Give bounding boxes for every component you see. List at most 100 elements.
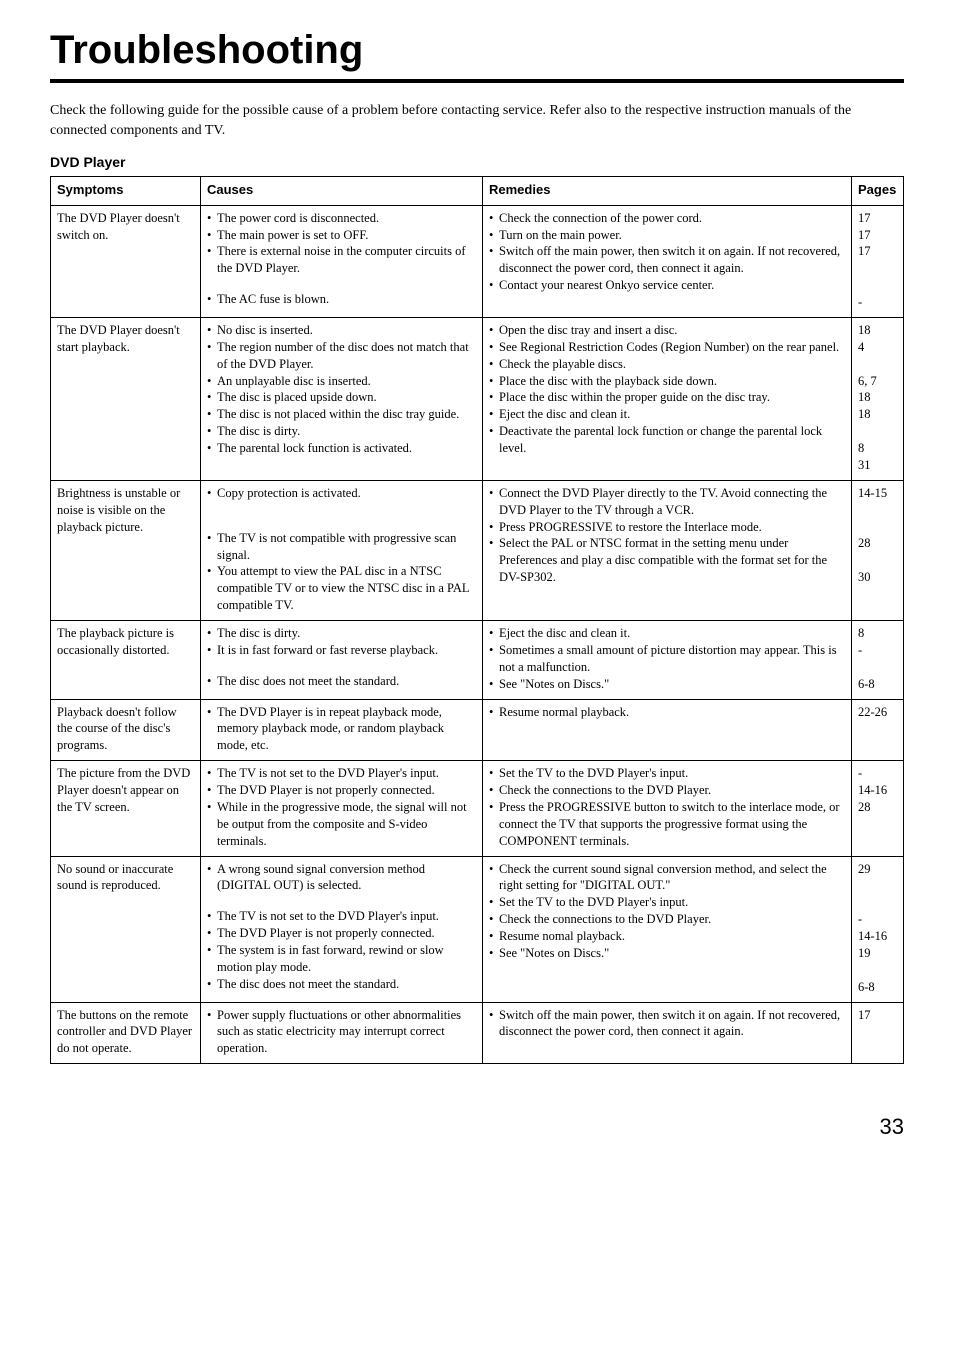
causes-cell: The power cord is disconnected.The main …	[201, 205, 483, 317]
page-ref: 30	[858, 569, 897, 586]
cause-item: The disc is dirty.	[207, 625, 476, 642]
page-ref: 14-16	[858, 782, 897, 799]
intro-text: Check the following guide for the possib…	[50, 101, 904, 140]
page-ref: 17	[858, 243, 897, 260]
page-ref: 8	[858, 625, 897, 642]
symptom-cell: The buttons on the remote controller and…	[51, 1002, 201, 1064]
cause-item: The AC fuse is blown.	[207, 291, 476, 308]
remedy-item: Switch off the main power, then switch i…	[489, 243, 845, 277]
page-ref: 17	[858, 210, 897, 227]
col-causes: Causes	[201, 177, 483, 206]
cause-item: The DVD Player is not properly connected…	[207, 925, 476, 942]
remedy-item: See Regional Restriction Codes (Region N…	[489, 339, 845, 356]
page-ref	[858, 519, 897, 536]
col-remedies: Remedies	[483, 177, 852, 206]
remedy-item: Switch off the main power, then switch i…	[489, 1007, 845, 1041]
remedies-cell: Eject the disc and clean it.Sometimes a …	[483, 621, 852, 700]
cause-item: The power cord is disconnected.	[207, 210, 476, 227]
cause-item: The parental lock function is activated.	[207, 440, 476, 457]
remedy-item: Resume nomal playback.	[489, 928, 845, 945]
page-title: Troubleshooting	[50, 28, 904, 73]
page-ref: -	[858, 765, 897, 782]
table-row: The DVD Player doesn't switch on.The pow…	[51, 205, 904, 317]
remedies-cell: Check the connection of the power cord.T…	[483, 205, 852, 317]
page-ref: 31	[858, 457, 897, 474]
causes-cell: Power supply fluctuations or other abnor…	[201, 1002, 483, 1064]
cause-item: The DVD Player is in repeat playback mod…	[207, 704, 476, 755]
cause-item: There is external noise in the computer …	[207, 243, 476, 277]
cause-item: While in the progressive mode, the signa…	[207, 799, 476, 850]
remedy-item: Check the connections to the DVD Player.	[489, 782, 845, 799]
pages-cell: 14-15 28 30	[852, 480, 904, 620]
page-ref: 18	[858, 406, 897, 423]
causes-cell: A wrong sound signal conversion method (…	[201, 856, 483, 1002]
pages-cell: 171717 -	[852, 205, 904, 317]
symptom-cell: The playback picture is occasionally dis…	[51, 621, 201, 700]
remedy-item: Press PROGRESSIVE to restore the Interla…	[489, 519, 845, 536]
title-rule	[50, 79, 904, 83]
cause-item: The TV is not compatible with progressiv…	[207, 530, 476, 564]
page-ref: 29	[858, 861, 897, 878]
symptom-cell: The DVD Player doesn't start playback.	[51, 317, 201, 480]
remedy-item: Place the disc with the playback side do…	[489, 373, 845, 390]
page-ref: 18	[858, 389, 897, 406]
page-ref	[858, 894, 897, 911]
remedy-item: Open the disc tray and insert a disc.	[489, 322, 845, 339]
symptom-cell: No sound or inaccurate sound is reproduc…	[51, 856, 201, 1002]
remedy-item: Press the PROGRESSIVE button to switch t…	[489, 799, 845, 850]
cause-item: The system is in fast forward, rewind or…	[207, 942, 476, 976]
remedies-cell: Switch off the main power, then switch i…	[483, 1002, 852, 1064]
cause-item: The TV is not set to the DVD Player's in…	[207, 908, 476, 925]
table-row: The buttons on the remote controller and…	[51, 1002, 904, 1064]
remedy-item: Eject the disc and clean it.	[489, 625, 845, 642]
symptom-cell: The picture from the DVD Player doesn't …	[51, 761, 201, 856]
page-ref	[858, 962, 897, 979]
cause-item: An unplayable disc is inserted.	[207, 373, 476, 390]
page-ref: 14-15	[858, 485, 897, 502]
causes-cell: Copy protection is activated.The TV is n…	[201, 480, 483, 620]
remedy-item: See "Notes on Discs."	[489, 676, 845, 693]
remedies-cell: Set the TV to the DVD Player's input.Che…	[483, 761, 852, 856]
pages-cell: 17	[852, 1002, 904, 1064]
remedy-item: Connect the DVD Player directly to the T…	[489, 485, 845, 519]
table-row: The DVD Player doesn't start playback.No…	[51, 317, 904, 480]
pages-cell: 29 -14-1619 6-8	[852, 856, 904, 1002]
cause-item: It is in fast forward or fast reverse pl…	[207, 642, 476, 659]
table-header-row: Symptoms Causes Remedies Pages	[51, 177, 904, 206]
page-ref	[858, 277, 897, 294]
table-row: The playback picture is occasionally dis…	[51, 621, 904, 700]
page-ref	[858, 502, 897, 519]
page-ref: 19	[858, 945, 897, 962]
col-pages: Pages	[852, 177, 904, 206]
page-ref: -	[858, 294, 897, 311]
cause-item: The disc is not placed within the disc t…	[207, 406, 476, 423]
page-number: 33	[50, 1114, 904, 1140]
remedy-item: Check the current sound signal conversio…	[489, 861, 845, 895]
page-ref: 17	[858, 227, 897, 244]
pages-cell: 22-26	[852, 699, 904, 761]
page-ref: 6-8	[858, 676, 897, 693]
page-ref: 18	[858, 322, 897, 339]
page-ref: 14-16	[858, 928, 897, 945]
table-row: No sound or inaccurate sound is reproduc…	[51, 856, 904, 1002]
page-ref	[858, 356, 897, 373]
cause-item: The disc is dirty.	[207, 423, 476, 440]
page-ref: 6-8	[858, 979, 897, 996]
table-row: Playback doesn't follow the course of th…	[51, 699, 904, 761]
troubleshooting-table: Symptoms Causes Remedies Pages The DVD P…	[50, 176, 904, 1064]
remedy-item: Eject the disc and clean it.	[489, 406, 845, 423]
page-ref	[858, 423, 897, 440]
remedies-cell: Connect the DVD Player directly to the T…	[483, 480, 852, 620]
page-ref: -	[858, 642, 897, 659]
cause-item: You attempt to view the PAL disc in a NT…	[207, 563, 476, 614]
causes-cell: The DVD Player is in repeat playback mod…	[201, 699, 483, 761]
pages-cell: -14-1628	[852, 761, 904, 856]
page-ref	[858, 260, 897, 277]
remedy-item: See "Notes on Discs."	[489, 945, 845, 962]
section-heading: DVD Player	[50, 154, 904, 170]
page-ref: 28	[858, 799, 897, 816]
pages-cell: 8- 6-8	[852, 621, 904, 700]
cause-item: The region number of the disc does not m…	[207, 339, 476, 373]
page-ref: 22-26	[858, 704, 897, 721]
causes-cell: The disc is dirty.It is in fast forward …	[201, 621, 483, 700]
